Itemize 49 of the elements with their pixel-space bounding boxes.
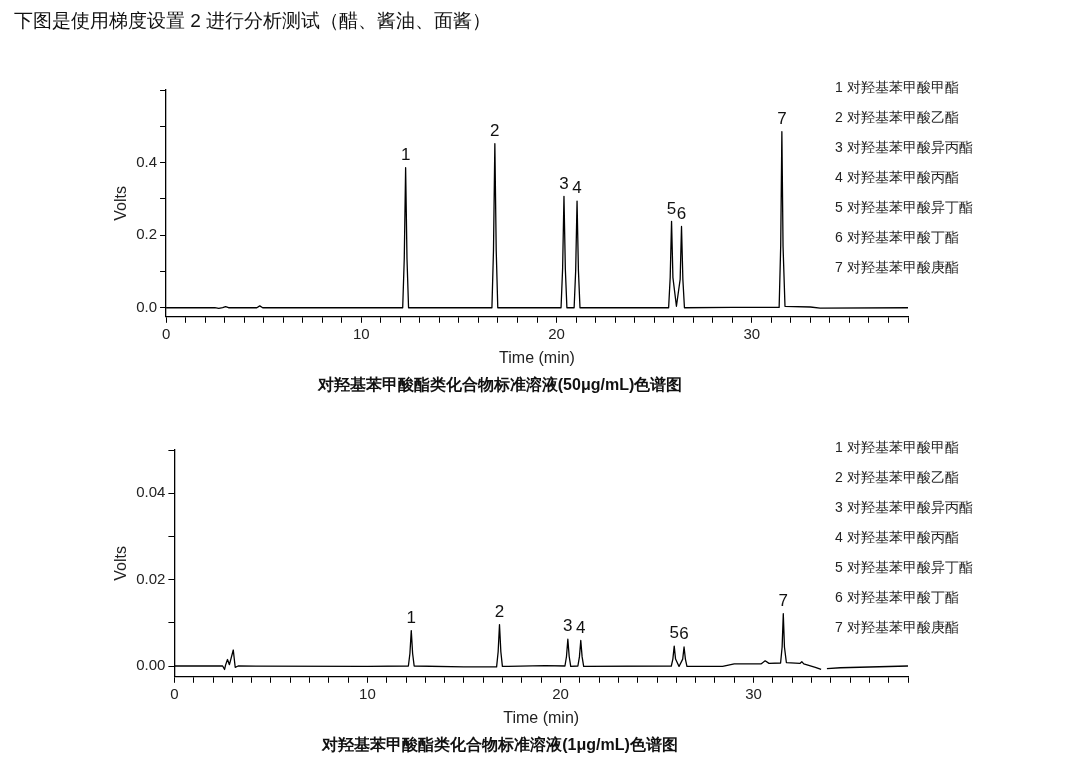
annotation: 2 对羟基苯甲酸乙酯: [835, 108, 960, 127]
annotation: 4 对羟基苯甲酸丙酯: [835, 168, 960, 187]
annotation: 6 对羟基苯甲酸丁酯: [835, 228, 960, 247]
annotation: 6: [676, 203, 687, 223]
x-axis-title: Time (min): [499, 348, 575, 366]
annotation: 2 对羟基苯甲酸乙酯: [835, 468, 960, 487]
x-tick-label: 20: [552, 684, 569, 702]
x-tick-label: 30: [743, 324, 761, 342]
annotation: 3: [559, 173, 569, 193]
annotation: 4: [572, 178, 582, 198]
y-axis-title: Volts: [112, 546, 130, 581]
annotation: 5: [666, 198, 677, 218]
y-tick-label: 0.04: [136, 483, 166, 501]
x-tick-label: 10: [359, 684, 376, 702]
y-tick-label: 0.2: [136, 225, 158, 243]
annotation: 1 对羟基苯甲酸甲酯: [835, 78, 960, 97]
annotation: 3 对羟基苯甲酸异丙酯: [835, 138, 973, 157]
x-tick-label: 0: [170, 684, 179, 702]
chart-subtitle: 下图是使用梯度设置 2 进行分析测试（醋、酱油、面酱）: [14, 9, 492, 33]
x-axis-title: Time (min): [503, 708, 580, 726]
annotation: 5 对羟基苯甲酸异丁酯: [835, 558, 973, 577]
y-axis-title: Volts: [112, 186, 130, 221]
annotation: 6 对羟基苯甲酸丁酯: [835, 588, 960, 607]
y-tick-label: 0.4: [136, 152, 158, 170]
annotation: 7: [778, 590, 789, 610]
annotation: 1: [406, 607, 417, 627]
x-tick-label: 10: [352, 324, 370, 342]
annotation: 1: [400, 144, 411, 164]
y-tick-label: 0.00: [136, 656, 166, 674]
y-tick-label: 0.0: [136, 297, 158, 315]
annotation: 6: [679, 624, 689, 644]
annotation: 3 对羟基苯甲酸异丙酯: [835, 498, 973, 517]
annotation: 5: [669, 623, 679, 643]
annotation: 3: [563, 616, 573, 636]
x-tick-label: 0: [161, 324, 171, 342]
annotation: 4 对羟基苯甲酸丙酯: [835, 528, 960, 547]
annotation: 2: [490, 120, 500, 140]
annotation: 4: [576, 617, 586, 637]
x-tick-label: 20: [548, 324, 565, 342]
annotation: 2: [494, 601, 505, 621]
annotation: 7 对羟基苯甲酸庚酯: [835, 618, 960, 637]
annotation: 1 对羟基苯甲酸甲酯: [835, 438, 960, 457]
x-tick-label: 30: [745, 684, 762, 702]
annotation: 7 对羟基苯甲酸庚酯: [835, 258, 960, 277]
text: 对羟基苯甲酸酯类化合物标准溶液(1μg/mL)色谱图: [320, 735, 679, 755]
y-tick-label: 0.02: [136, 569, 166, 587]
annotation: 7: [777, 108, 787, 128]
text: 对羟基苯甲酸酯类化合物标准溶液(50μg/mL)色谱图: [316, 375, 684, 395]
annotation: 5 对羟基苯甲酸异丁酯: [835, 198, 973, 217]
